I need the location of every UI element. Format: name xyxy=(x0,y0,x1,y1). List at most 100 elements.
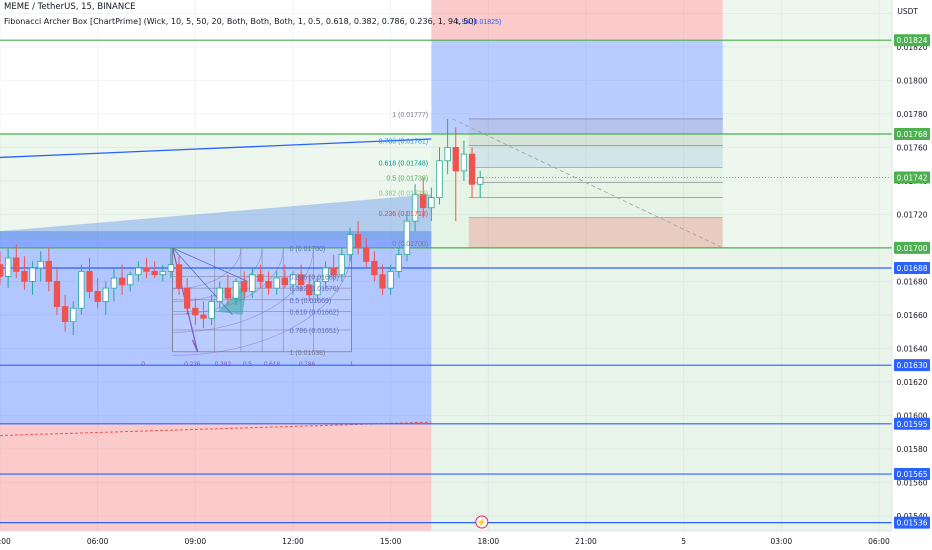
candle-body xyxy=(452,147,459,172)
candle-body xyxy=(330,267,337,276)
x-tick-label: 09:00 xyxy=(185,537,207,546)
price-badge-0.01768 xyxy=(894,128,930,141)
fib-lower-label: 0.5 (0.01669) xyxy=(290,298,332,305)
fib-axis-label: 0 xyxy=(141,361,145,368)
candle-body xyxy=(0,264,4,277)
candle-body xyxy=(70,307,77,323)
candle-body xyxy=(477,177,484,185)
fib-upper-label: 0 (0.01700) xyxy=(392,241,428,248)
y-tick-label: 0.01540 xyxy=(896,512,927,521)
price-badge-text: 0.01688 xyxy=(896,264,927,273)
y-tick-label: 0.01660 xyxy=(896,311,927,320)
currency-button[interactable]: USDT xyxy=(897,7,918,16)
candle-body xyxy=(411,193,419,222)
upper-green-zone xyxy=(0,134,432,240)
candle-body xyxy=(436,160,443,199)
fib-lower-label: 0.236 (0.01683) xyxy=(290,274,339,281)
candle-body xyxy=(387,270,394,289)
candle-body xyxy=(13,257,20,272)
candle-body xyxy=(37,260,44,269)
lightning-icon: ⚡ xyxy=(477,517,487,527)
price-badge-0.01700 xyxy=(894,241,930,254)
fib-axis-label: 1 xyxy=(350,361,354,368)
candle-body xyxy=(135,267,142,276)
candle-body xyxy=(428,197,435,209)
x-tick-label: 5 xyxy=(681,537,686,546)
candle-body xyxy=(338,254,345,276)
x-tick-label: 12:00 xyxy=(282,537,304,546)
upper-trend-line xyxy=(0,138,432,159)
candle-body xyxy=(102,287,109,302)
fib-diagonal xyxy=(452,118,723,249)
candle-body xyxy=(395,254,402,272)
fib-upper-label: 1 (0.01777) xyxy=(392,112,428,119)
candle-body xyxy=(249,274,256,292)
right-green-zone xyxy=(722,0,892,248)
fib-upper-label: 0.786 (0.01761) xyxy=(379,139,428,146)
archer-arc xyxy=(172,247,314,333)
candle-body xyxy=(240,281,248,292)
candle-body xyxy=(216,287,223,302)
lower-red-zone xyxy=(0,423,432,531)
y-tick-label: 0.01600 xyxy=(896,411,927,420)
candle-body xyxy=(346,234,354,256)
candle-body xyxy=(363,247,370,262)
fib-upper-label: 0.236 (0.01718) xyxy=(379,211,428,218)
archer-fan-1 xyxy=(172,247,248,282)
candle-body xyxy=(460,153,468,172)
candle-body xyxy=(297,274,305,286)
price-badge-0.01824 xyxy=(894,34,930,47)
price-badge-text: 0.01824 xyxy=(896,36,927,45)
archer-arc xyxy=(172,247,352,356)
candle-body xyxy=(143,267,150,272)
x-tick-label: 06:00 xyxy=(868,537,890,546)
candle-body xyxy=(322,267,329,282)
price-badge-0.01536 xyxy=(894,516,930,529)
candle-body xyxy=(45,260,52,282)
candle-body xyxy=(289,274,297,286)
candle-body xyxy=(306,284,313,296)
y-tick-label: 0.01820 xyxy=(896,43,927,52)
candle-body xyxy=(265,281,272,289)
fib-axis-label: 0.382 xyxy=(215,361,232,368)
candle-body xyxy=(257,274,264,282)
candle-body xyxy=(224,287,232,299)
fib-lower-label: 0.382 (0.01676) xyxy=(290,286,339,293)
x-tick-label: 21:00 xyxy=(575,537,597,546)
candle-body xyxy=(127,274,134,286)
candle-body xyxy=(29,267,36,282)
x-tick-label: 15:00 xyxy=(380,537,402,546)
price-badge-text: 0.01700 xyxy=(896,244,927,253)
candle-body xyxy=(86,270,93,292)
candle-body xyxy=(159,270,166,276)
candle-body xyxy=(167,264,175,272)
fib-lower-label: 0.618 (0.01662) xyxy=(290,310,339,317)
x-tick-label: 03:00 xyxy=(771,537,793,546)
fib-lower-label: 0 (0.01700) xyxy=(290,246,326,253)
fib-axis-label: 0.236 xyxy=(184,361,201,368)
y-tick-label: 0.01720 xyxy=(896,210,927,219)
fib-upper-label: 0.618 (0.01748) xyxy=(379,161,428,168)
x-tick-label: 06:00 xyxy=(87,537,109,546)
price-badge-0.01742 xyxy=(894,171,930,184)
candle-body xyxy=(403,220,411,256)
lower-trend-line xyxy=(0,421,432,437)
price-badge-0.01630 xyxy=(894,359,930,372)
indicator-title[interactable]: Fibonacci Archer Box [ChartPrime] (Wick,… xyxy=(4,17,477,26)
price-badge-0.01595 xyxy=(894,417,930,430)
y-tick-label: 0.01760 xyxy=(896,143,927,152)
price-badge-text: 0.01595 xyxy=(896,420,927,429)
candle-body xyxy=(273,277,280,289)
y-tick-label: 0.01680 xyxy=(896,277,927,286)
y-tick-label: 0.01620 xyxy=(896,378,927,387)
lower-green-zone xyxy=(431,247,892,531)
demand-zone-blue xyxy=(0,231,432,424)
top-blue-zone xyxy=(431,40,723,135)
candle-body xyxy=(208,301,215,319)
symbol-title: MEME / TetherUS, 15, BINANCE xyxy=(4,2,136,12)
fib-extension-label: 1.94 (0.01825) xyxy=(456,19,502,26)
fib-lower-label: 0.786 (0.01651) xyxy=(290,328,339,335)
candle-body xyxy=(314,281,321,296)
